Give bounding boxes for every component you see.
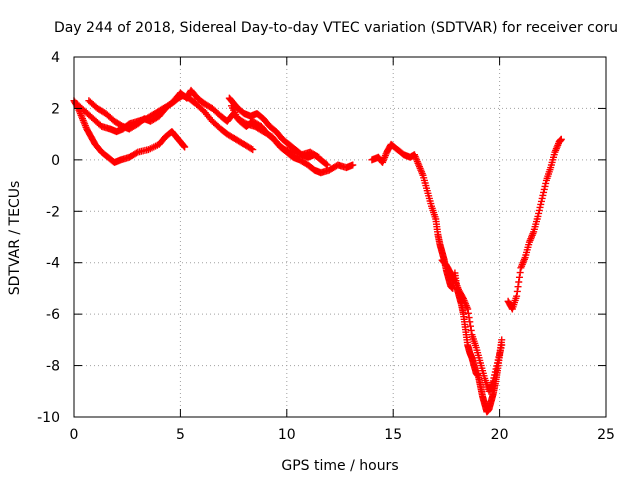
series-arc3 <box>85 86 357 177</box>
x-tick-label: 5 <box>176 427 185 443</box>
y-tick-label: 4 <box>51 50 60 66</box>
data-point <box>557 135 565 143</box>
series-arc8 <box>504 135 565 313</box>
data-point <box>516 269 524 277</box>
data-point <box>464 309 472 317</box>
data-point <box>322 160 330 168</box>
series-arc6 <box>368 140 506 416</box>
y-tick-label: -10 <box>37 410 60 426</box>
series-arc5 <box>227 102 323 161</box>
x-axis-label: GPS time / hours <box>281 458 398 474</box>
data-point <box>498 341 506 349</box>
data-point <box>349 161 357 169</box>
data-point <box>181 143 189 151</box>
data-point <box>466 318 474 326</box>
series-arc7 <box>438 256 506 395</box>
data-point <box>180 142 188 150</box>
data-point <box>247 145 255 153</box>
data-point <box>514 283 522 291</box>
y-tick-label: -2 <box>46 204 60 220</box>
y-tick-label: 0 <box>51 153 60 169</box>
data-point <box>515 273 523 281</box>
data-point <box>315 153 323 161</box>
y-tick-label: -4 <box>46 256 60 272</box>
data-point <box>464 305 472 313</box>
data-series <box>70 86 565 416</box>
data-point <box>249 146 257 154</box>
chart-title: Day 244 of 2018, Sidereal Day-to-day VTE… <box>54 20 618 36</box>
data-point <box>313 152 321 160</box>
data-point <box>513 287 521 295</box>
x-tick-label: 0 <box>70 427 79 443</box>
axis-ticks: 0 5 10 15 20 25 -10 -8 -6 -4 -2 0 2 4 <box>37 50 615 443</box>
data-point <box>132 149 140 157</box>
y-tick-label: -8 <box>46 359 60 375</box>
data-point <box>513 292 521 300</box>
x-tick-label: 25 <box>597 427 615 443</box>
data-point <box>467 326 475 334</box>
x-tick-label: 15 <box>384 427 402 443</box>
data-point <box>465 314 473 322</box>
data-point <box>515 278 523 286</box>
y-tick-label: 2 <box>51 101 60 117</box>
series-arc2 <box>72 92 257 154</box>
x-tick-label: 20 <box>491 427 509 443</box>
plot-frame <box>73 56 607 418</box>
data-point <box>323 161 331 169</box>
y-axis-label: SDTVAR / TECUs <box>7 181 23 296</box>
data-point <box>467 322 475 330</box>
y-tick-label: -6 <box>46 307 60 323</box>
x-tick-label: 10 <box>278 427 296 443</box>
